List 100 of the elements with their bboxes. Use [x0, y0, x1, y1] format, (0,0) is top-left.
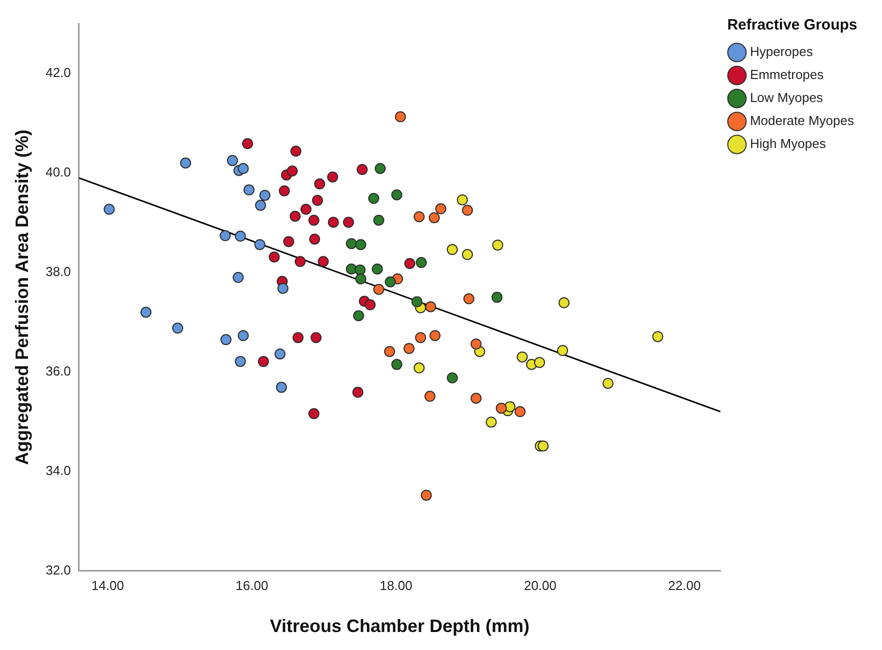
point [355, 239, 366, 250]
point [238, 163, 249, 174]
point [172, 322, 184, 334]
legend-label: Emmetropes [750, 67, 824, 82]
legend-title: Refractive Groups [727, 16, 858, 34]
y-tick-label: 38.0 [46, 264, 71, 280]
point [352, 386, 364, 398]
point [514, 406, 526, 418]
point [414, 211, 425, 222]
point [446, 244, 458, 256]
point [278, 185, 290, 196]
point [420, 490, 432, 501]
point [318, 256, 329, 267]
point [391, 358, 402, 370]
point [327, 171, 338, 182]
point [286, 165, 298, 176]
point [364, 299, 376, 310]
point [456, 194, 468, 206]
x-tick-label: 20.00 [524, 578, 557, 594]
point [416, 256, 427, 268]
legend-label: Moderate Myopes [750, 113, 854, 128]
point [394, 111, 406, 122]
point [254, 239, 266, 250]
point [463, 293, 474, 304]
point [300, 204, 312, 215]
point [424, 390, 436, 402]
point [602, 378, 614, 389]
point [462, 249, 473, 260]
point [373, 214, 384, 226]
point [372, 263, 383, 274]
x-tick-label: 16.00 [236, 578, 268, 594]
point [244, 184, 255, 196]
point [404, 343, 415, 354]
point [226, 155, 238, 166]
point [180, 158, 192, 169]
point [391, 189, 402, 200]
point [384, 276, 396, 288]
y-tick-label: 42.0 [46, 65, 71, 80]
y-tick-label: 34.0 [46, 462, 71, 478]
point [435, 203, 446, 214]
x-tick-label: 22.00 [668, 578, 701, 594]
point [470, 338, 482, 350]
point [428, 212, 440, 224]
point [312, 194, 323, 206]
x-tick-label: 14.00 [91, 578, 124, 594]
point [353, 310, 364, 322]
x-tick-label: 18.00 [380, 578, 412, 594]
point [486, 416, 497, 428]
point [356, 164, 368, 175]
point [429, 330, 440, 342]
point [309, 234, 320, 245]
point [411, 296, 422, 308]
point [308, 408, 320, 420]
legend-label: Low Myopes [750, 90, 824, 106]
point [328, 216, 339, 228]
point [491, 292, 502, 303]
point [538, 440, 549, 452]
point [234, 356, 246, 367]
point [259, 190, 270, 201]
point [354, 264, 366, 276]
y-tick-label: 32.0 [46, 562, 71, 578]
point [290, 210, 301, 222]
point [220, 334, 232, 346]
point [274, 348, 286, 360]
point [314, 178, 326, 190]
point [374, 163, 386, 174]
legend-label: High Myopes [750, 136, 826, 152]
point [652, 331, 664, 342]
point [283, 236, 294, 248]
point [355, 273, 366, 284]
point [232, 272, 244, 283]
point [308, 214, 320, 226]
y-tick-label: 36.0 [46, 363, 71, 378]
point [342, 216, 354, 228]
point [470, 392, 482, 404]
point [404, 258, 416, 269]
point [104, 204, 115, 215]
point [346, 238, 357, 250]
point [255, 200, 266, 211]
point [504, 401, 516, 412]
point [238, 330, 249, 342]
x-axis-title: Vitreous Chamber Depth (mm) [270, 616, 530, 636]
point [310, 332, 322, 344]
point [446, 372, 458, 384]
point [516, 351, 528, 362]
point [492, 240, 504, 251]
legend-label: Hyperopes [750, 44, 814, 60]
point [276, 382, 287, 393]
point [462, 204, 473, 216]
point [373, 284, 384, 295]
point [268, 252, 280, 263]
point [290, 146, 302, 157]
point [140, 306, 152, 318]
point [258, 356, 269, 367]
point [558, 297, 570, 308]
point [414, 362, 425, 374]
point [220, 230, 231, 242]
y-axis-title: Aggregated Perfusion Area Density (%) [12, 130, 32, 466]
point [368, 192, 380, 204]
point [534, 356, 546, 368]
